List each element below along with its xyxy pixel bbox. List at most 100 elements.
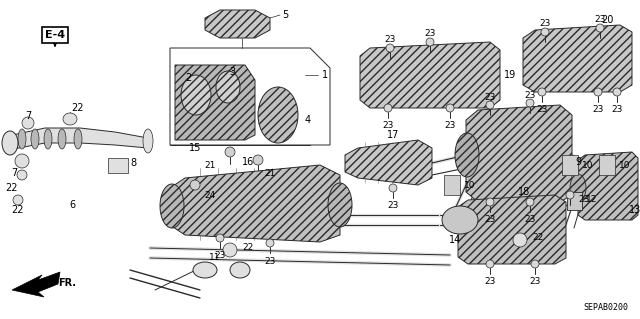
Text: 23: 23 — [524, 216, 536, 225]
Ellipse shape — [442, 206, 478, 234]
Text: 23: 23 — [536, 106, 548, 115]
Polygon shape — [345, 140, 432, 185]
Text: 7: 7 — [25, 111, 31, 121]
Ellipse shape — [31, 129, 39, 149]
Text: 10: 10 — [464, 181, 476, 189]
Text: 11: 11 — [209, 254, 221, 263]
Ellipse shape — [223, 243, 237, 257]
Ellipse shape — [328, 183, 352, 227]
Ellipse shape — [193, 262, 217, 278]
Ellipse shape — [44, 129, 52, 149]
Ellipse shape — [266, 239, 274, 247]
Text: 23: 23 — [595, 16, 605, 25]
Ellipse shape — [531, 260, 539, 268]
Text: 23: 23 — [444, 122, 456, 130]
Bar — [562, 155, 578, 175]
Ellipse shape — [566, 191, 574, 199]
Text: FR.: FR. — [58, 278, 76, 288]
Ellipse shape — [486, 198, 494, 206]
Text: 23: 23 — [214, 251, 226, 261]
Text: 5: 5 — [282, 10, 288, 20]
Text: 16: 16 — [242, 157, 254, 167]
Text: 18: 18 — [518, 187, 530, 197]
Text: 23: 23 — [484, 216, 496, 225]
Ellipse shape — [426, 38, 434, 46]
Ellipse shape — [538, 88, 546, 96]
Polygon shape — [360, 42, 500, 108]
Text: 10: 10 — [582, 160, 594, 169]
Polygon shape — [170, 165, 340, 242]
Text: 21: 21 — [204, 160, 216, 169]
Text: 12: 12 — [586, 196, 598, 204]
Text: 23: 23 — [524, 91, 536, 100]
Text: 9: 9 — [575, 157, 581, 167]
Text: SEPAB0200: SEPAB0200 — [583, 303, 628, 313]
Text: 23: 23 — [382, 122, 394, 130]
Ellipse shape — [596, 24, 604, 32]
Ellipse shape — [190, 180, 200, 190]
Text: 22: 22 — [532, 233, 543, 241]
Ellipse shape — [258, 87, 298, 143]
Text: 4: 4 — [305, 115, 311, 125]
Ellipse shape — [541, 28, 549, 36]
Ellipse shape — [216, 234, 224, 242]
Text: 23: 23 — [424, 29, 436, 39]
Ellipse shape — [389, 184, 397, 192]
Text: 23: 23 — [387, 202, 399, 211]
Polygon shape — [458, 195, 566, 264]
Polygon shape — [170, 48, 330, 145]
Text: 17: 17 — [387, 130, 399, 140]
Text: 7: 7 — [11, 168, 17, 178]
Ellipse shape — [143, 129, 153, 153]
Ellipse shape — [74, 129, 82, 149]
Ellipse shape — [13, 195, 23, 205]
Ellipse shape — [613, 88, 621, 96]
Polygon shape — [523, 25, 632, 92]
Ellipse shape — [513, 233, 527, 247]
Text: 22: 22 — [12, 205, 24, 215]
Text: 8: 8 — [130, 158, 136, 168]
Text: 22: 22 — [6, 183, 19, 193]
Text: 22: 22 — [72, 103, 84, 113]
Ellipse shape — [446, 104, 454, 112]
Text: 1: 1 — [322, 70, 328, 80]
Text: 13: 13 — [629, 205, 640, 215]
Polygon shape — [8, 128, 148, 150]
Ellipse shape — [253, 155, 263, 165]
Ellipse shape — [230, 262, 250, 278]
Text: 2: 2 — [185, 73, 191, 83]
Ellipse shape — [486, 260, 494, 268]
Text: 23: 23 — [592, 106, 604, 115]
Ellipse shape — [63, 113, 77, 125]
Text: 24: 24 — [204, 190, 216, 199]
Text: 23: 23 — [540, 19, 550, 28]
Text: 23: 23 — [611, 106, 623, 115]
Text: 3: 3 — [229, 67, 235, 77]
Ellipse shape — [58, 129, 66, 149]
Text: 15: 15 — [189, 143, 201, 153]
Text: 23: 23 — [579, 196, 589, 204]
Ellipse shape — [384, 104, 392, 112]
Ellipse shape — [216, 71, 240, 103]
Ellipse shape — [570, 174, 586, 202]
Text: 23: 23 — [264, 256, 276, 265]
Text: 23: 23 — [529, 278, 541, 286]
Ellipse shape — [594, 88, 602, 96]
Ellipse shape — [181, 75, 211, 115]
Text: 23: 23 — [484, 278, 496, 286]
Polygon shape — [578, 152, 638, 220]
Polygon shape — [466, 105, 572, 202]
Bar — [567, 192, 582, 210]
Ellipse shape — [225, 147, 235, 157]
Ellipse shape — [18, 129, 26, 149]
Text: 23: 23 — [384, 35, 396, 44]
Text: E-4: E-4 — [45, 30, 65, 40]
Text: 6: 6 — [69, 200, 75, 210]
Ellipse shape — [22, 117, 34, 129]
Ellipse shape — [15, 154, 29, 168]
Text: 21: 21 — [264, 168, 276, 177]
Text: 19: 19 — [504, 70, 516, 80]
Ellipse shape — [526, 198, 534, 206]
Text: 14: 14 — [449, 235, 461, 245]
Ellipse shape — [486, 101, 494, 109]
